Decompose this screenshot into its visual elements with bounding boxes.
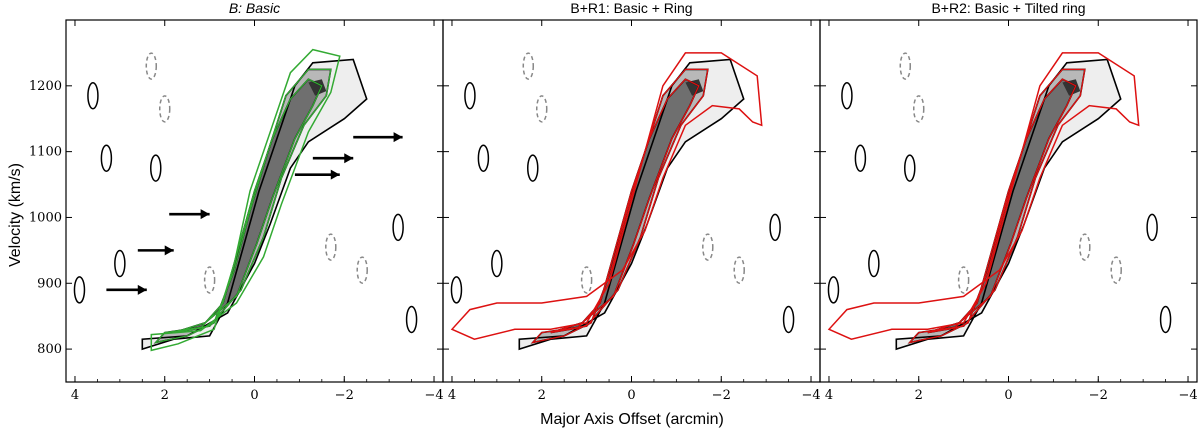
emission-core [308,79,327,96]
model-contour-mid [153,68,332,344]
noise-contour [464,81,476,110]
arrow-1 [106,284,147,295]
emission-bright [927,79,1076,333]
noise-contour [827,276,840,304]
arrow-5 [312,153,354,164]
y-tick-label: 1000 [29,210,62,225]
negative-noise-contour [733,256,745,284]
negative-noise-contour [702,233,714,261]
model-contour-inner [173,78,323,334]
emission-core [685,79,704,96]
emission-core [1062,79,1081,96]
noise-contour [491,249,503,278]
panel-2: 4 2 0 −2 −4 B+R1: Basic + Ring [442,0,821,403]
panel-title: B+R1: Basic + Ring [570,0,692,16]
x-tick-label: 4 [71,388,79,403]
y-tick-label: 800 [37,342,62,357]
emission-bright [550,79,699,333]
model-contour-inner [550,78,700,334]
negative-noise-contour [957,266,970,294]
arrow-6 [353,132,403,143]
negative-noise-contour [1079,233,1091,261]
x-tick-label: −2 [712,388,731,403]
noise-contour [405,305,418,334]
noise-contour [527,154,539,182]
noise-contour [450,276,463,304]
noise-contour [392,213,404,242]
emission-faint [142,59,367,350]
emission-faint [519,59,744,350]
y-axis-label: Velocity (km/s) [7,163,24,267]
x-tick-label: 0 [1004,388,1012,403]
panel-1: 4 2 0 −2 −4 800 900 1000 1100 1200 B: Basic [29,0,444,403]
y-tick-label: 1100 [29,145,62,160]
noise-contour [769,213,781,242]
negative-noise-contour [912,95,925,123]
negative-noise-contour [356,256,368,284]
y-tick-label: 900 [37,276,62,291]
negative-noise-contour [145,52,158,80]
emission-faint [896,59,1121,350]
arrow-2 [137,245,174,256]
y-tick-label: 1200 [29,79,62,94]
noise-contour [841,81,853,110]
x-tick-label: −2 [1089,388,1108,403]
arrow-4 [294,169,340,180]
emission-bright [173,79,322,333]
noise-contour [114,249,126,278]
noise-contour [854,144,867,172]
x-tick-label: 2 [538,388,546,403]
x-tick-label: 0 [627,388,635,403]
noise-contour [868,249,880,278]
noise-contour [1146,213,1158,242]
noise-contour [73,276,86,304]
noise-contour [782,305,795,334]
data-contour-1 [895,58,1122,351]
model-contour-outer [827,52,1140,340]
negative-noise-contour [522,52,535,80]
negative-noise-contour [580,266,593,294]
x-tick-label: −4 [1178,388,1197,403]
noise-contour [150,154,162,182]
x-tick-label: 2 [161,388,169,403]
noise-contour [87,81,99,110]
x-tick-label: −4 [424,388,443,403]
x-tick-label: 2 [915,388,923,403]
noise-contour [1159,305,1172,334]
x-tick-label: 4 [825,388,833,403]
negative-noise-contour [325,233,337,261]
noise-contour [904,154,916,182]
negative-noise-contour [899,52,912,80]
x-tick-label: −4 [801,388,820,403]
model-contour-inner [927,78,1077,334]
model-contour-mid [530,68,709,344]
x-tick-label: 4 [448,388,456,403]
x-tick-label: −2 [335,388,354,403]
negative-noise-contour [535,95,548,123]
x-axis-label: Major Axis Offset (arcmin) [540,411,724,428]
panel-title: B: Basic [229,0,280,16]
arrow-3 [169,209,210,220]
x-tick-label: 0 [250,388,258,403]
data-contour-1 [141,58,368,351]
negative-noise-contour [1110,256,1122,284]
noise-contour [477,144,490,172]
negative-noise-contour [203,266,216,294]
data-contour-1 [518,58,745,351]
noise-contour [100,144,113,172]
model-contour-outer [450,52,763,340]
panel-3: 4 2 0 −2 −4 B+R2: Basic + Tilted ring [819,0,1198,403]
panel-title: B+R2: Basic + Tilted ring [931,0,1085,16]
negative-noise-contour [158,95,171,123]
model-contour-mid [907,68,1086,344]
